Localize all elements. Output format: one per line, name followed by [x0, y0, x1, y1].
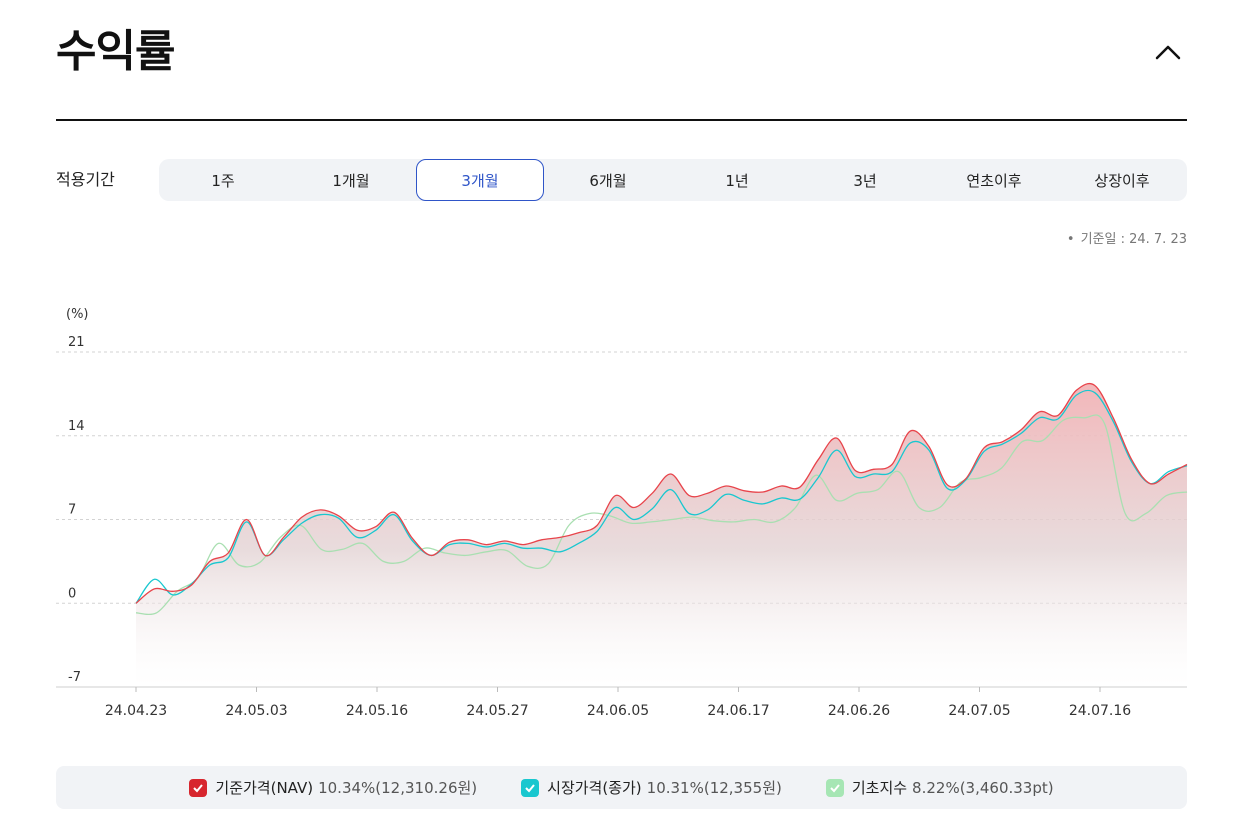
legend-name: 기준가격(NAV) — [215, 779, 314, 797]
legend-item-market-price[interactable]: 시장가격(종가) 10.31%(12,355원) — [521, 777, 782, 798]
x-tick-label: 24.05.27 — [466, 703, 528, 719]
tab-1-week[interactable]: 1주 — [211, 171, 235, 190]
page-title: 수익률 — [56, 26, 175, 77]
period-label: 적용기간 — [56, 170, 115, 189]
collapse-button[interactable] — [1150, 34, 1186, 70]
returns-chart: (%) 21 14 7 0 -7 24.04.23 24.05.03 24.05.16 24.05… — [56, 307, 1188, 719]
x-tick-label: 24.05.16 — [346, 703, 408, 719]
tab-3-years[interactable]: 3년 — [853, 171, 877, 190]
x-tick-label: 24.04.23 — [105, 703, 167, 719]
y-tick-label: 0 — [68, 586, 76, 601]
legend-name: 시장가격(종가) — [547, 779, 642, 797]
nav-area-fill — [136, 383, 1187, 687]
y-tick-label: -7 — [68, 670, 81, 685]
legend-value: 8.22%(3,460.33pt) — [912, 778, 1054, 797]
y-tick-label: 14 — [68, 419, 85, 434]
legend-value: 10.31%(12,355원) — [646, 779, 782, 797]
legend-name: 기초지수 — [851, 779, 908, 797]
legend-value: 10.34%(12,310.26원) — [318, 779, 478, 797]
checkbox-checked-icon[interactable] — [189, 778, 208, 797]
tab-3-months[interactable]: 3개월 — [416, 159, 544, 201]
y-tick-label: 21 — [68, 335, 85, 350]
x-tick-label: 24.07.05 — [948, 703, 1010, 719]
title-divider — [56, 119, 1187, 121]
tab-ytd[interactable]: 연초이후 — [966, 171, 1022, 190]
period-tabs: 1주 1개월 3개월 6개월 1년 3년 연초이후 상장이후 — [159, 159, 1187, 201]
series-line-2 — [135, 414, 1188, 616]
base-date: • 기준일 : 24. 7. 23 — [1067, 228, 1187, 247]
tab-1-month[interactable]: 1개월 — [332, 171, 370, 190]
bullet: • — [1066, 232, 1075, 247]
checkbox-checked-icon[interactable] — [521, 778, 540, 797]
base-date-text: 기준일 : 24. 7. 23 — [1080, 232, 1187, 247]
series-line-0 — [135, 382, 1188, 604]
tab-since-listing[interactable]: 상장이후 — [1094, 171, 1150, 190]
tab-1-year[interactable]: 1년 — [725, 171, 749, 190]
checkbox-checked-icon[interactable] — [825, 778, 844, 797]
x-tick-label: 24.06.05 — [587, 703, 649, 719]
series-line-1 — [135, 389, 1188, 604]
chevron-up-icon — [1155, 45, 1181, 60]
legend-item-nav[interactable]: 기준가격(NAV) 10.34%(12,310.26원) — [189, 777, 477, 798]
x-tick-label: 24.06.17 — [707, 703, 769, 719]
tab-6-months[interactable]: 6개월 — [589, 171, 627, 190]
y-axis-unit-label: (%) — [66, 307, 89, 322]
legend: 기준가격(NAV) 10.34%(12,310.26원) 시장가격(종가) 10… — [56, 766, 1187, 809]
legend-item-base-index[interactable]: 기초지수 8.22%(3,460.33pt) — [825, 777, 1054, 798]
y-tick-label: 7 — [68, 503, 76, 518]
x-tick-label: 24.06.26 — [828, 703, 890, 719]
x-tick-label: 24.07.16 — [1069, 703, 1131, 719]
x-tick-label: 24.05.03 — [225, 703, 287, 719]
